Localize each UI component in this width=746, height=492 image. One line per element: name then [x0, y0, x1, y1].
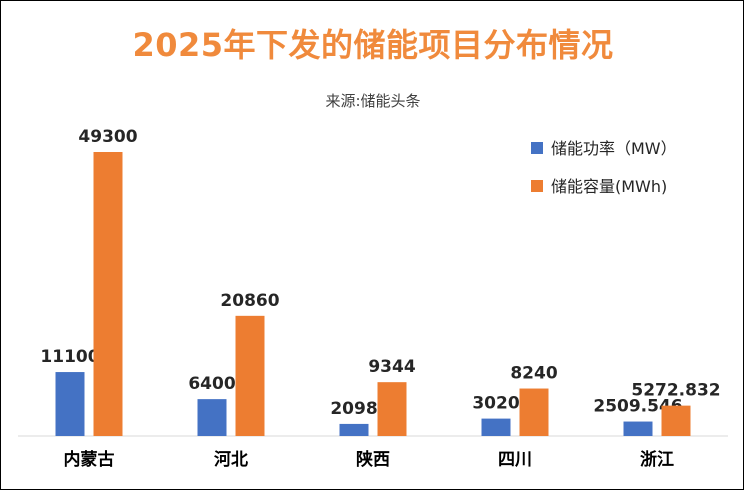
x-tick-label-0: 内蒙古	[64, 449, 115, 470]
chart-title: 2025年下发的储能项目分布情况	[132, 26, 614, 64]
data-label-capacity-2: 9344	[368, 357, 415, 377]
data-label-capacity-3: 8240	[510, 364, 557, 384]
bar-power-3	[481, 418, 511, 436]
legend-label-capacity: 储能容量(MWh)	[551, 177, 667, 196]
chart-subtitle: 来源:储能头条	[325, 92, 421, 110]
bar-capacity-3	[519, 388, 549, 436]
x-tick-label-2: 陕西	[356, 449, 390, 470]
data-label-power-1: 6400	[188, 374, 235, 394]
data-label-power-3: 3020	[472, 394, 519, 414]
bar-capacity-1	[235, 315, 265, 436]
bar-capacity-2	[377, 382, 407, 436]
data-label-capacity-1: 20860	[220, 291, 279, 311]
bar-power-0	[55, 372, 85, 436]
data-label-power-2: 2098	[330, 399, 377, 419]
legend-swatch-power	[531, 142, 543, 154]
bar-power-4	[623, 421, 653, 436]
bar-capacity-4	[661, 405, 691, 436]
data-label-power-0: 11100	[40, 347, 99, 367]
x-tick-label-4: 浙江	[640, 449, 674, 470]
bar-capacity-0	[93, 152, 123, 436]
legend-label-power: 储能功率（MW）	[551, 139, 677, 158]
data-label-power-4: 2509.546	[593, 397, 682, 417]
x-tick-label-1: 河北	[214, 450, 248, 470]
data-label-capacity-4: 5272.832	[631, 381, 720, 401]
data-label-capacity-0: 49300	[78, 127, 137, 147]
bar-power-1	[197, 399, 227, 436]
x-tick-label-3: 四川	[498, 450, 532, 470]
bar-power-2	[339, 423, 369, 436]
legend-swatch-capacity	[531, 180, 543, 192]
